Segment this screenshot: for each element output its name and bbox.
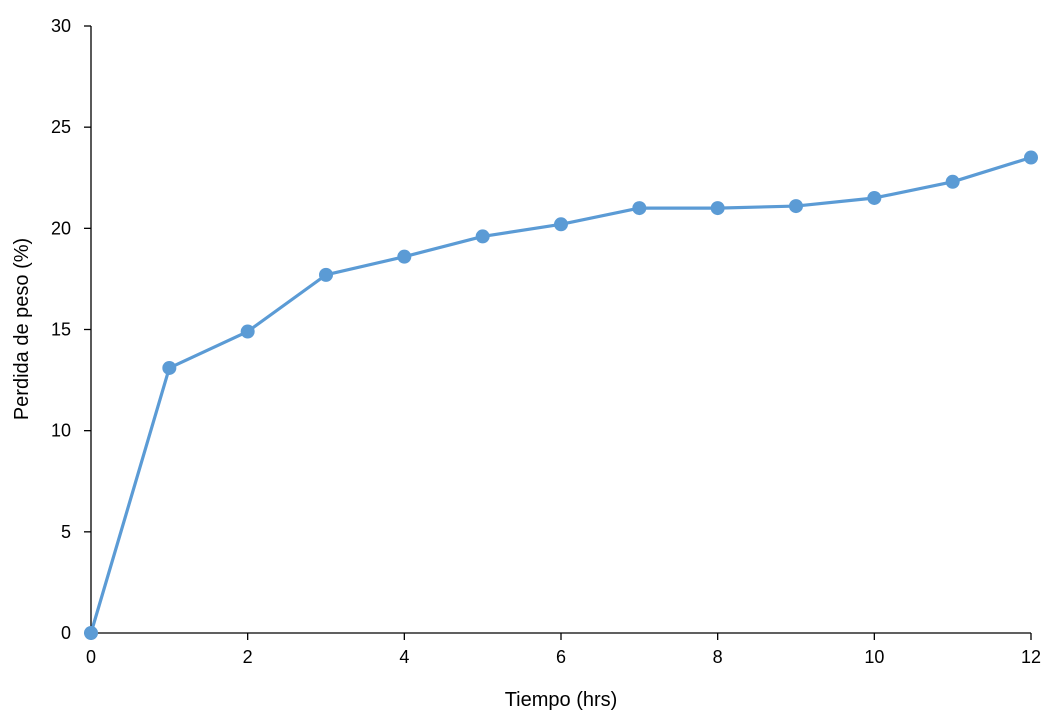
data-point [319, 267, 333, 282]
data-point [162, 360, 177, 375]
y-tick-label: 0 [61, 623, 71, 643]
data-point [240, 324, 255, 339]
x-tick-label: 12 [1021, 647, 1041, 667]
x-tick-label: 4 [399, 647, 409, 667]
y-axis-title: Perdida de peso (%) [11, 238, 33, 420]
x-axis-title: Tiempo (hrs) [505, 689, 618, 711]
data-point [632, 201, 647, 216]
y-tick-label: 30 [51, 16, 71, 36]
axes [90, 26, 1031, 634]
x-tick-label: 2 [243, 647, 253, 667]
data-point [867, 190, 882, 205]
data-point [945, 174, 960, 189]
x-tick-label: 0 [86, 647, 96, 667]
ticks: 0 5 10 15 20 25 30 0 2 4 6 8 10 12 [51, 16, 1041, 667]
data-point [710, 201, 725, 216]
series [84, 150, 1038, 640]
x-tick-label: 6 [556, 647, 566, 667]
y-tick-label: 25 [51, 117, 71, 137]
data-point [554, 217, 568, 232]
y-tick-label: 20 [51, 218, 71, 238]
data-point [789, 199, 803, 214]
data-point [397, 249, 412, 264]
x-tick-label: 10 [864, 647, 884, 667]
data-point [1024, 150, 1038, 165]
y-tick-label: 10 [51, 421, 71, 441]
y-tick-label: 5 [61, 522, 71, 542]
x-tick-label: 8 [713, 647, 723, 667]
data-point [84, 626, 98, 640]
data-point [475, 229, 490, 244]
y-tick-label: 15 [51, 320, 71, 340]
